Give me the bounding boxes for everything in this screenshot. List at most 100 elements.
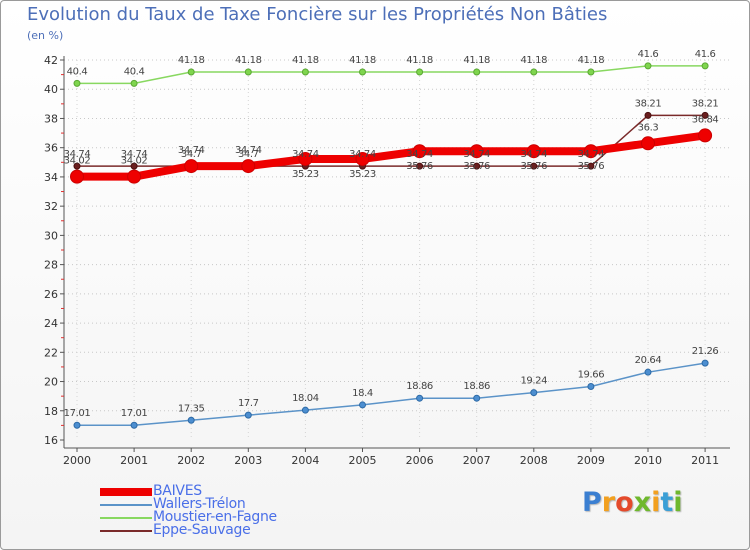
data-point-eppe-sauvage bbox=[701, 111, 709, 119]
legend-swatch bbox=[100, 530, 152, 532]
data-point-wallers-tr-lon bbox=[701, 359, 709, 367]
data-point-wallers-tr-lon bbox=[473, 394, 481, 402]
x-tick-label: 2005 bbox=[349, 454, 377, 467]
data-point-eppe-sauvage bbox=[130, 162, 138, 170]
data-point-baives bbox=[412, 144, 427, 159]
data-point-wallers-tr-lon bbox=[73, 421, 81, 429]
data-point-baives bbox=[184, 159, 199, 174]
y-tick-label: 16 bbox=[44, 434, 58, 447]
logo-letter: o bbox=[615, 487, 634, 518]
data-label-wallers-tr-lon: 18.04 bbox=[292, 393, 319, 404]
data-label-eppe-sauvage: 34.74 bbox=[292, 149, 319, 160]
data-point-moustier-en-fagne bbox=[244, 68, 252, 76]
logo-letter: P bbox=[582, 487, 602, 518]
data-point-wallers-tr-lon bbox=[301, 406, 309, 414]
data-label-baives: 35.23 bbox=[349, 169, 376, 180]
data-point-wallers-tr-lon bbox=[244, 411, 252, 419]
legend-label: Eppe-Sauvage bbox=[153, 522, 251, 538]
data-label-wallers-tr-lon: 19.24 bbox=[520, 376, 547, 387]
data-point-wallers-tr-lon bbox=[530, 389, 538, 397]
data-label-eppe-sauvage: 34.74 bbox=[121, 149, 148, 160]
x-tick-label: 2009 bbox=[577, 454, 605, 467]
data-label-moustier-en-fagne: 41.18 bbox=[292, 55, 319, 66]
legend-label: Moustier-en-Fagne bbox=[153, 509, 277, 525]
data-label-eppe-sauvage: 34.7 bbox=[238, 149, 259, 160]
data-point-baives bbox=[241, 159, 256, 174]
logo-letter: x bbox=[633, 487, 652, 518]
data-label-baives: 35.23 bbox=[292, 169, 319, 180]
data-label-moustier-en-fagne: 41.6 bbox=[638, 49, 659, 60]
data-label-wallers-tr-lon: 18.86 bbox=[406, 381, 433, 392]
data-label-eppe-sauvage: 34.74 bbox=[520, 149, 547, 160]
data-point-baives bbox=[127, 169, 142, 184]
logo-letter: t bbox=[660, 487, 674, 518]
data-point-wallers-tr-lon bbox=[587, 383, 595, 391]
data-label-baives: 34.74 bbox=[178, 145, 205, 156]
data-label-moustier-en-fagne: 41.18 bbox=[406, 55, 433, 66]
logo-letter: r bbox=[601, 487, 616, 518]
data-point-baives bbox=[641, 136, 655, 151]
y-tick-label: 26 bbox=[44, 288, 58, 301]
data-label-moustier-en-fagne: 41.18 bbox=[235, 55, 262, 66]
data-point-wallers-tr-lon bbox=[187, 416, 195, 424]
data-label-wallers-tr-lon: 17.01 bbox=[64, 408, 91, 419]
data-label-eppe-sauvage: 34.74 bbox=[406, 149, 433, 160]
data-label-baives: 34.02 bbox=[64, 156, 91, 167]
data-point-baives bbox=[698, 128, 713, 143]
data-label-baives: 35.76 bbox=[406, 161, 433, 172]
legend-swatch bbox=[100, 504, 152, 506]
data-point-moustier-en-fagne bbox=[73, 79, 81, 87]
data-label-eppe-sauvage: 34.7 bbox=[181, 149, 202, 160]
data-point-eppe-sauvage bbox=[73, 162, 81, 170]
y-tick-label: 30 bbox=[44, 229, 58, 242]
data-point-baives bbox=[298, 151, 313, 166]
chart-title: Evolution du Taux de Taxe Foncière sur l… bbox=[27, 4, 608, 25]
data-point-eppe-sauvage bbox=[473, 162, 481, 170]
data-label-eppe-sauvage: 34.74 bbox=[349, 149, 376, 160]
data-label-moustier-en-fagne: 41.18 bbox=[520, 55, 547, 66]
y-tick-label: 28 bbox=[44, 259, 58, 272]
data-point-eppe-sauvage bbox=[416, 162, 424, 170]
y-tick-label: 18 bbox=[44, 405, 58, 418]
data-label-eppe-sauvage: 34.74 bbox=[463, 149, 490, 160]
x-tick-label: 2006 bbox=[406, 454, 434, 467]
legend-label: BAIVES bbox=[153, 483, 202, 499]
logo-letter: i bbox=[673, 487, 683, 518]
data-point-wallers-tr-lon bbox=[644, 368, 652, 376]
x-tick-label: 2000 bbox=[63, 454, 91, 467]
x-tick-label: 2011 bbox=[691, 454, 719, 467]
data-label-eppe-sauvage: 38.21 bbox=[692, 98, 719, 109]
data-point-moustier-en-fagne bbox=[187, 68, 195, 76]
data-point-eppe-sauvage bbox=[530, 162, 538, 170]
data-point-eppe-sauvage bbox=[587, 162, 595, 170]
data-label-baives: 35.76 bbox=[520, 161, 547, 172]
data-point-moustier-en-fagne bbox=[359, 68, 366, 76]
data-point-baives bbox=[526, 144, 541, 159]
data-point-moustier-en-fagne bbox=[473, 68, 481, 76]
x-tick-label: 2004 bbox=[291, 454, 319, 467]
series-line-baives bbox=[73, 131, 710, 181]
data-point-moustier-en-fagne bbox=[644, 62, 652, 70]
data-point-wallers-tr-lon bbox=[359, 401, 366, 409]
y-tick-label: 36 bbox=[44, 142, 58, 155]
series-line-moustier-en-fagne bbox=[76, 65, 706, 85]
data-label-eppe-sauvage: 34.74 bbox=[64, 149, 91, 160]
data-point-eppe-sauvage bbox=[644, 111, 652, 119]
y-tick-label: 42 bbox=[44, 54, 58, 67]
data-label-wallers-tr-lon: 17.7 bbox=[238, 398, 259, 409]
data-label-eppe-sauvage: 38.21 bbox=[635, 98, 662, 109]
data-point-wallers-tr-lon bbox=[130, 421, 138, 429]
data-point-baives bbox=[469, 144, 484, 159]
data-label-moustier-en-fagne: 41.18 bbox=[578, 55, 605, 66]
data-label-wallers-tr-lon: 17.01 bbox=[121, 408, 148, 419]
data-point-wallers-tr-lon bbox=[416, 394, 424, 402]
data-label-moustier-en-fagne: 41.18 bbox=[178, 55, 205, 66]
data-label-wallers-tr-lon: 18.4 bbox=[352, 388, 373, 399]
legend-label: Wallers-Trélon bbox=[153, 496, 246, 512]
data-point-moustier-en-fagne bbox=[701, 62, 709, 70]
x-tick-label: 2008 bbox=[520, 454, 548, 467]
data-point-baives bbox=[583, 144, 598, 159]
legend-swatch bbox=[100, 517, 152, 519]
data-label-moustier-en-fagne: 40.4 bbox=[67, 66, 88, 77]
